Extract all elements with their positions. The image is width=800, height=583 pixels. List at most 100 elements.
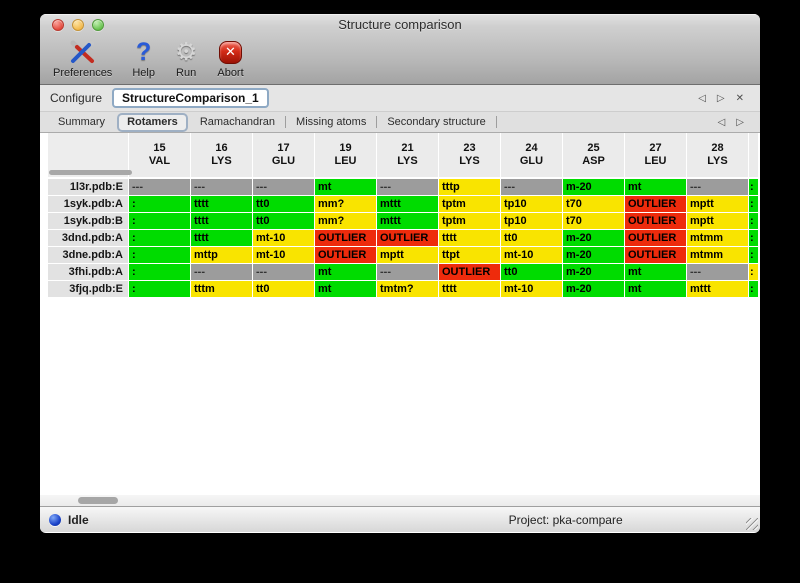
rotamer-cell[interactable]: mt: [315, 264, 376, 280]
rotamer-cell[interactable]: ---: [501, 179, 562, 195]
rotamer-cell[interactable]: tptm: [439, 213, 500, 229]
rotamer-cell[interactable]: mttt: [687, 281, 748, 297]
rotamer-cell[interactable]: tttt: [191, 196, 252, 212]
column-header-17[interactable]: 17 GLU: [253, 133, 314, 177]
rotamer-cell[interactable]: ---: [687, 179, 748, 195]
tab-missing-atoms[interactable]: Missing atoms: [296, 115, 367, 128]
rotamer-cell[interactable]: mptt: [687, 213, 748, 229]
rotamer-cell[interactable]: m-20: [563, 179, 624, 195]
rotamer-cell[interactable]: :: [129, 247, 190, 263]
rotamer-cell[interactable]: tttt: [439, 230, 500, 246]
rotamer-cell[interactable]: OUTLIER: [625, 230, 686, 246]
rotamer-cell[interactable]: tt0: [253, 196, 314, 212]
rotamer-cell[interactable]: mt: [625, 179, 686, 195]
rotamer-cell-clipped[interactable]: :: [749, 230, 758, 246]
column-header-28[interactable]: 28 LYS: [687, 133, 748, 177]
rotamer-cell[interactable]: mtmm: [687, 247, 748, 263]
rotamer-cell[interactable]: mttt: [377, 213, 438, 229]
rotamer-cell[interactable]: mm?: [315, 213, 376, 229]
rotamer-cell[interactable]: OUTLIER: [315, 247, 376, 263]
rotamer-cell[interactable]: OUTLIER: [315, 230, 376, 246]
rotamer-cell-clipped[interactable]: :: [749, 179, 758, 195]
rotamer-cell-clipped[interactable]: :: [749, 196, 758, 212]
rotamer-cell[interactable]: ---: [377, 264, 438, 280]
column-header-19[interactable]: 19 LEU: [315, 133, 376, 177]
corner-scroll-thumb[interactable]: [49, 170, 132, 175]
rotamer-cell[interactable]: mt: [315, 281, 376, 297]
run-button[interactable]: ⚙ Run: [170, 38, 202, 79]
next-config-icon[interactable]: ▷: [716, 92, 725, 104]
rotamer-cell[interactable]: mm?: [315, 196, 376, 212]
abort-button[interactable]: ✕ Abort: [212, 38, 248, 79]
rotamer-cell[interactable]: tptm: [439, 196, 500, 212]
rotamer-cell[interactable]: tttp: [439, 179, 500, 195]
rotamer-cell[interactable]: ---: [129, 179, 190, 195]
rotamer-cell[interactable]: ---: [687, 264, 748, 280]
minimize-button[interactable]: [72, 19, 84, 31]
column-header-24[interactable]: 24 GLU: [501, 133, 562, 177]
rotamer-cell[interactable]: OUTLIER: [625, 213, 686, 229]
row-label[interactable]: 3fjq.pdb:E: [48, 281, 128, 297]
rotamer-cell[interactable]: :: [129, 281, 190, 297]
rotamer-cell[interactable]: :: [129, 264, 190, 280]
rotamer-cell[interactable]: mttt: [377, 196, 438, 212]
resize-grip-icon[interactable]: [746, 518, 758, 530]
zoom-button[interactable]: [92, 19, 104, 31]
rotamer-cell[interactable]: tttm: [191, 281, 252, 297]
rotamer-cell[interactable]: m-20: [563, 264, 624, 280]
tab-secondary-structure[interactable]: Secondary structure: [387, 115, 486, 128]
rotamer-cell[interactable]: mt-10: [501, 247, 562, 263]
rotamer-cell[interactable]: :: [129, 213, 190, 229]
row-label[interactable]: 3dnd.pdb:A: [48, 230, 128, 246]
rotamer-cell-clipped[interactable]: :: [749, 213, 758, 229]
rotamer-cell[interactable]: m-20: [563, 281, 624, 297]
rotamer-cell[interactable]: ---: [377, 179, 438, 195]
prev-tab-icon[interactable]: ◁: [717, 116, 726, 128]
rotamer-cell[interactable]: t70: [563, 213, 624, 229]
rotamer-cell[interactable]: tttt: [191, 213, 252, 229]
title-bar[interactable]: Structure comparison: [40, 14, 760, 36]
column-header-16[interactable]: 16 LYS: [191, 133, 252, 177]
next-tab-icon[interactable]: ▷: [736, 116, 744, 128]
rotamer-cell[interactable]: tt0: [501, 230, 562, 246]
tab-ramachandran[interactable]: Ramachandran: [199, 115, 276, 128]
row-label[interactable]: 1syk.pdb:A: [48, 196, 128, 212]
rotamer-cell[interactable]: OUTLIER: [625, 247, 686, 263]
close-button[interactable]: [52, 19, 64, 31]
row-label[interactable]: 3fhi.pdb:A: [48, 264, 128, 280]
rotamer-cell[interactable]: tt0: [253, 281, 314, 297]
rotamer-cell[interactable]: tp10: [501, 196, 562, 212]
rotamer-cell[interactable]: tmtm?: [377, 281, 438, 297]
rotamer-cell[interactable]: ---: [191, 179, 252, 195]
column-header-23[interactable]: 23 LYS: [439, 133, 500, 177]
rotamer-cell[interactable]: m-20: [563, 230, 624, 246]
rotamer-cell[interactable]: OUTLIER: [625, 196, 686, 212]
rotamer-cell[interactable]: tp10: [501, 213, 562, 229]
rotamer-cell[interactable]: mt-10: [253, 247, 314, 263]
rotamer-cell[interactable]: tttt: [191, 230, 252, 246]
column-header-25[interactable]: 25 ASP: [563, 133, 624, 177]
preferences-button[interactable]: Preferences: [48, 38, 117, 79]
rotamer-cell[interactable]: ---: [253, 264, 314, 280]
rotamer-cell[interactable]: mttp: [191, 247, 252, 263]
row-label[interactable]: 3dne.pdb:A: [48, 247, 128, 263]
prev-config-icon[interactable]: ◁: [698, 92, 706, 104]
rotamer-cell[interactable]: mt-10: [501, 281, 562, 297]
rotamer-cell[interactable]: tttt: [439, 281, 500, 297]
help-button[interactable]: ? Help: [127, 38, 160, 79]
rotamer-cell[interactable]: mt: [625, 281, 686, 297]
horizontal-scrollbar-thumb[interactable]: [78, 497, 118, 504]
tab-summary[interactable]: Summary: [58, 115, 106, 128]
horizontal-scrollbar[interactable]: [40, 495, 760, 506]
rotamer-cell[interactable]: OUTLIER: [439, 264, 500, 280]
configure-name-field[interactable]: StructureComparison_1: [112, 88, 269, 108]
rotamer-cell[interactable]: mt: [625, 264, 686, 280]
row-label[interactable]: 1l3r.pdb:E: [48, 179, 128, 195]
rotamer-cell[interactable]: mptt: [377, 247, 438, 263]
close-config-icon[interactable]: ✕: [735, 92, 744, 104]
rotamer-cell[interactable]: mt-10: [253, 230, 314, 246]
rotamer-cell[interactable]: :: [129, 196, 190, 212]
rotamer-cell[interactable]: OUTLIER: [377, 230, 438, 246]
rotamer-cell[interactable]: ---: [253, 179, 314, 195]
rotamer-cell[interactable]: tt0: [501, 264, 562, 280]
